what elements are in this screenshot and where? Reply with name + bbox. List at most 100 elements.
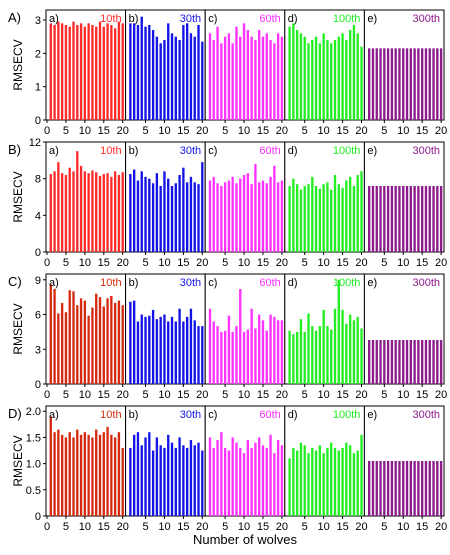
bar [79, 298, 83, 384]
bar [136, 25, 140, 120]
bar [167, 23, 170, 120]
y-axis-label: RMSECV [11, 171, 25, 222]
bar [182, 25, 185, 120]
bar [360, 328, 363, 384]
y-tick-label: 1 [35, 82, 41, 94]
bar [129, 174, 132, 252]
panel-30th: b) 30th 5 10 15 20 [125, 273, 208, 401]
bar [223, 330, 227, 384]
bar [223, 36, 227, 120]
panel-100th: d) 100th 5 10 15 20 [284, 141, 368, 269]
bar [235, 26, 238, 121]
bar [155, 437, 159, 516]
bar [273, 453, 276, 516]
bar [106, 173, 109, 252]
bar [57, 429, 60, 516]
bar [413, 48, 416, 121]
x-tick-label: 15 [257, 257, 269, 269]
bar [280, 320, 284, 384]
x-tick-label: 10 [79, 389, 91, 401]
bar [379, 186, 382, 252]
bar [53, 25, 56, 120]
x-tick-label: 10 [158, 521, 170, 533]
bar [379, 340, 382, 384]
bar [148, 315, 151, 384]
bar [87, 434, 90, 516]
bar [360, 434, 363, 516]
bar [318, 326, 322, 384]
panel-label: b) [129, 409, 139, 421]
bar [348, 314, 352, 384]
bar [318, 445, 322, 516]
bar [227, 180, 231, 252]
bar [129, 301, 132, 384]
bar [409, 48, 412, 121]
y-tick-label: 9 [35, 275, 41, 287]
bar [258, 182, 261, 252]
bar [113, 171, 117, 252]
panel-label: c) [208, 277, 217, 289]
x-tick-label: 15 [177, 521, 189, 533]
bar [132, 169, 136, 252]
bar [337, 450, 340, 516]
x-tick-label: 20 [276, 125, 288, 137]
bar [117, 300, 121, 384]
bar [155, 319, 159, 384]
bar [288, 458, 291, 516]
bar [148, 178, 151, 252]
bar [132, 300, 136, 384]
bar [303, 186, 306, 252]
bar [326, 326, 329, 384]
x-tick-label: 20 [117, 257, 129, 269]
bar [223, 182, 227, 252]
bar [212, 447, 215, 516]
bar [360, 171, 363, 252]
bar [280, 180, 284, 252]
bar [163, 447, 166, 516]
bar [269, 434, 272, 516]
x-tick-label: 10 [158, 389, 170, 401]
row-label: A) [8, 10, 21, 25]
x-tick-label: 0 [44, 257, 50, 269]
bar [68, 167, 71, 252]
y-tick-label: 0 [35, 511, 41, 523]
bar [144, 176, 147, 252]
bar [337, 36, 340, 120]
x-tick-label: 5 [63, 389, 69, 401]
x-tick-label: 5 [63, 125, 69, 137]
bar [394, 461, 397, 516]
iteration-label: 60th [259, 277, 280, 289]
bar [223, 447, 227, 516]
bar [91, 25, 94, 120]
bar [345, 40, 348, 120]
panel-label: d) [288, 409, 298, 421]
bar [148, 25, 151, 120]
bar [57, 21, 60, 121]
bar [417, 461, 420, 516]
x-tick-label: 5 [381, 389, 387, 401]
panel-label: e) [367, 277, 377, 289]
bar [352, 320, 356, 384]
bar [322, 184, 325, 252]
x-tick-label: 10 [79, 521, 91, 533]
bar [220, 186, 223, 252]
x-tick-label: 20 [196, 521, 208, 533]
bar [280, 36, 284, 120]
bar [208, 437, 212, 516]
panel-label: d) [288, 13, 298, 25]
y-tick-label: 6 [35, 310, 41, 322]
bar [345, 180, 348, 252]
panel-10th: a) 10th 0 5 10 15 20 [44, 141, 129, 269]
x-tick-label: 5 [222, 257, 228, 269]
bar [250, 308, 253, 384]
x-tick-label: 10 [238, 389, 250, 401]
x-tick-label: 20 [355, 389, 367, 401]
bar [371, 48, 375, 121]
bar [83, 26, 87, 121]
bar [386, 461, 390, 516]
x-tick-label: 15 [257, 389, 269, 401]
iteration-label: 60th [259, 13, 280, 25]
x-tick-label: 15 [336, 521, 348, 533]
bar [439, 48, 443, 121]
bar [250, 184, 253, 252]
